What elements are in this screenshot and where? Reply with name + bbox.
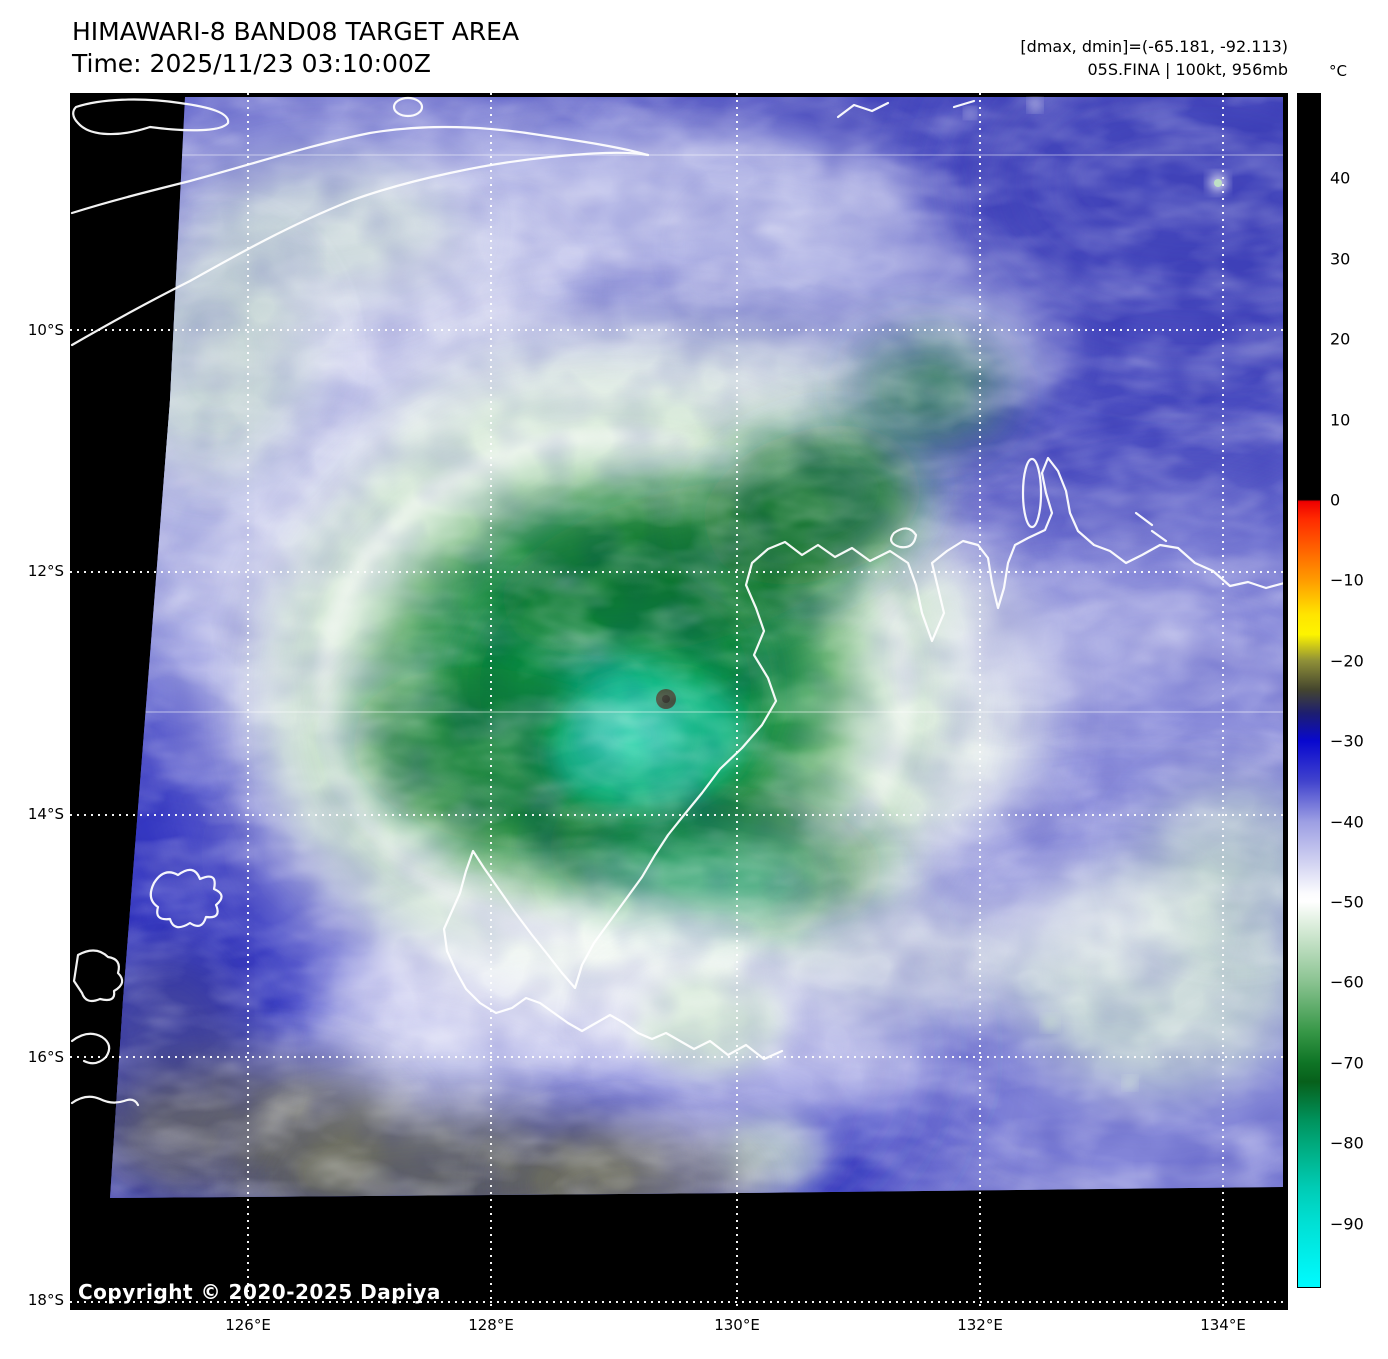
- colorbar-tick-label: −20: [1330, 651, 1364, 671]
- colorbar-tick-label: 0: [1330, 490, 1341, 510]
- lon-axis-label: 126°E: [225, 1316, 271, 1334]
- storm-annotation: 05S.FINA | 100kt, 956mb: [1087, 60, 1288, 79]
- colorbar-tick-label: −60: [1330, 972, 1364, 992]
- time-subtitle: Time: 2025/11/23 03:10:00Z: [72, 49, 431, 78]
- annotation-block: [dmax, dmin]=(-65.181, -92.113) 05S.FINA…: [1020, 35, 1288, 81]
- colorbar-tick-label: −70: [1330, 1053, 1364, 1073]
- satellite-image: [70, 93, 1288, 1310]
- graticule-gridlines: [70, 93, 1288, 1310]
- timor-coastline: [70, 96, 976, 347]
- lat-axis-label: 10°S: [27, 321, 64, 339]
- colorbar-tick-label: −90: [1330, 1214, 1364, 1234]
- australia-coastline: [442, 456, 1283, 1061]
- lon-axis-label: 128°E: [468, 1316, 514, 1334]
- colorbar-tick-label: 40: [1330, 168, 1351, 188]
- colorbar: [1297, 93, 1321, 1288]
- satellite-map: Copyright © 2020-2025 Dapiya: [70, 93, 1288, 1310]
- copyright-watermark: Copyright © 2020-2025 Dapiya: [78, 1280, 441, 1304]
- colorbar-tick-label: 20: [1330, 329, 1351, 349]
- lat-axis-label: 16°S: [27, 1048, 64, 1066]
- title-block: HIMAWARI-8 BAND08 TARGET AREA Time: 2025…: [72, 16, 519, 80]
- colorbar-tick-label: −40: [1330, 812, 1364, 832]
- stats-annotation: [dmax, dmin]=(-65.181, -92.113): [1020, 37, 1288, 56]
- lat-axis-label: 18°S: [27, 1291, 64, 1309]
- page-title: HIMAWARI-8 BAND08 TARGET AREA: [72, 17, 520, 46]
- colorbar-ticks: 40 30 20 10 0 −10 −20 −30 −40 −50 −60 −7…: [1330, 93, 1386, 1288]
- lon-axis-label: 134°E: [1200, 1316, 1246, 1334]
- lon-axis-label: 132°E: [957, 1316, 1003, 1334]
- colorbar-tick-label: 10: [1330, 410, 1351, 430]
- satellite-data-region: [110, 97, 1283, 1198]
- colorbar-tick-label: −80: [1330, 1133, 1364, 1153]
- colorbar-tick-label: −30: [1330, 731, 1364, 751]
- colorbar-unit-label: °C: [1329, 62, 1347, 80]
- colorbar-tick-label: 30: [1330, 249, 1351, 269]
- colorbar-tick-label: −50: [1330, 892, 1364, 912]
- island-coastlines: [70, 868, 223, 1107]
- lat-axis-label: 12°S: [27, 562, 64, 580]
- lon-axis-label: 130°E: [714, 1316, 760, 1334]
- lat-axis-label: 14°S: [27, 805, 64, 823]
- colorbar-tick-label: −10: [1330, 570, 1364, 590]
